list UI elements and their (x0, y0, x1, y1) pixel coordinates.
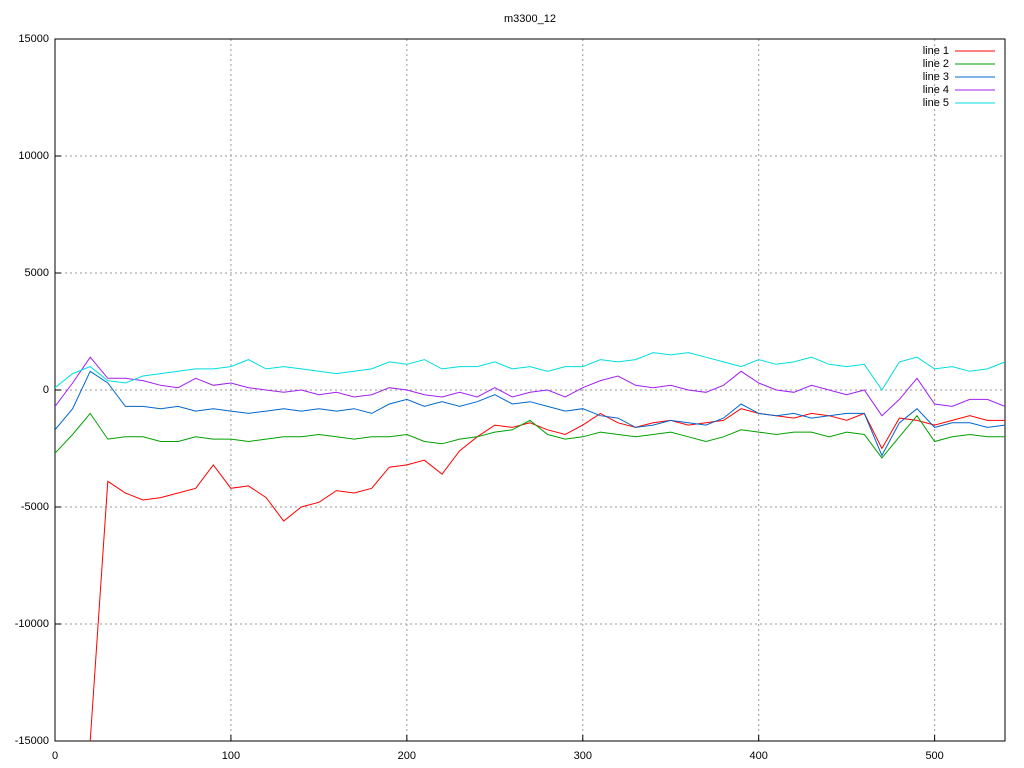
x-tick-label: 200 (398, 750, 416, 762)
chart-title: m3300_12 (504, 13, 556, 25)
x-tick-label: 100 (222, 750, 240, 762)
series-line (89, 408, 1005, 741)
y-tick-label: -5000 (21, 501, 49, 513)
legend-label: line 4 (923, 84, 949, 96)
y-tick-label: -15000 (15, 735, 49, 747)
x-tick-label: 300 (574, 750, 592, 762)
series-line (55, 352, 1005, 391)
y-tick-label: 5000 (25, 267, 49, 279)
x-tick-label: 400 (750, 750, 768, 762)
series-line (55, 356, 1005, 417)
x-tick-label: 500 (925, 750, 943, 762)
legend-label: line 2 (923, 58, 949, 70)
y-tick-label: 0 (43, 384, 49, 396)
y-tick-label: 10000 (18, 150, 49, 162)
y-tick-label: -10000 (15, 618, 49, 630)
legend-label: line 3 (923, 71, 949, 83)
series-line (55, 412, 1005, 459)
x-tick-label: 0 (52, 750, 58, 762)
legend-label: line 5 (923, 97, 949, 109)
series-line (55, 370, 1005, 457)
legend-label: line 1 (923, 45, 949, 57)
y-tick-label: 15000 (18, 33, 49, 45)
plot-frame (54, 38, 1006, 742)
